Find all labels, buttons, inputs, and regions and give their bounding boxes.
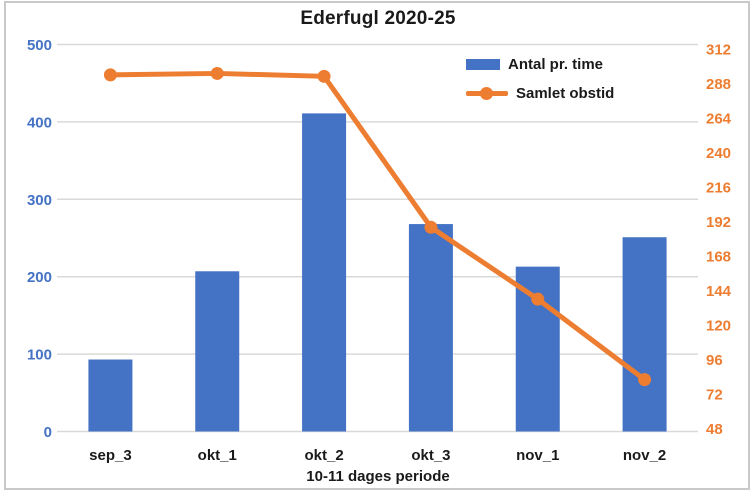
right-axis-tick-label: 120 [706, 318, 731, 335]
left-axis-tick-label: 300 [27, 192, 52, 209]
right-axis-tick-label: 264 [706, 111, 732, 128]
trend-line [107, 70, 648, 383]
bar [302, 113, 347, 432]
legend-label-bar-series: Antal pr. time [508, 55, 604, 73]
right-axis-tick-label: 312 [706, 42, 731, 59]
right-axis-tick-label: 168 [706, 249, 731, 266]
x-axis-tick-label: okt_1 [198, 447, 237, 464]
legend-item-bar-series: Antal pr. time [466, 53, 614, 75]
right-axis-tick-label: 96 [706, 352, 723, 369]
left-axis-tick-label: 100 [27, 347, 52, 364]
x-axis-tick-label: sep_3 [89, 447, 132, 464]
data-point-marker [531, 292, 545, 306]
chart-title: Ederfugl 2020-25 [300, 8, 456, 29]
legend-item-line-series: Samlet obstid [466, 82, 614, 104]
x-axis-tick-label: okt_2 [304, 447, 343, 464]
legend-label-line-series: Samlet obstid [516, 84, 615, 102]
data-point-marker [424, 220, 438, 234]
data-point-marker [638, 373, 652, 387]
x-axis-tick-label: okt_3 [411, 447, 450, 464]
bar [408, 224, 453, 432]
data-point-marker [103, 68, 117, 82]
x-axis-tick-label: nov_2 [623, 447, 666, 464]
data-point-marker [210, 66, 224, 80]
right-axis-tick-label: 192 [706, 214, 731, 231]
chart-border [4, 1, 750, 490]
line-series-swatch-icon [466, 86, 508, 100]
right-axis-tick-label: 144 [706, 283, 732, 300]
left-axis-tick-label: 0 [44, 424, 52, 441]
right-axis-tick-label: 288 [706, 76, 731, 93]
left-axis-tick-label: 400 [27, 114, 52, 131]
right-axis-tick-label: 216 [706, 180, 731, 197]
legend: Antal pr. time Samlet obstid [466, 53, 614, 104]
bar [622, 237, 667, 432]
bar-series-swatch-icon [466, 58, 500, 70]
bar [195, 271, 240, 432]
right-axis-tick-label: 72 [706, 387, 723, 404]
right-axis-tick-label: 48 [706, 421, 723, 438]
left-axis-tick-label: 200 [27, 269, 52, 286]
data-point-marker [317, 69, 331, 83]
x-axis-title: 10-11 dages periode [306, 468, 450, 485]
bar [88, 359, 133, 432]
left-axis-tick-label: 500 [27, 37, 52, 54]
x-axis-tick-label: nov_1 [516, 447, 559, 464]
right-axis-tick-label: 240 [706, 145, 731, 162]
